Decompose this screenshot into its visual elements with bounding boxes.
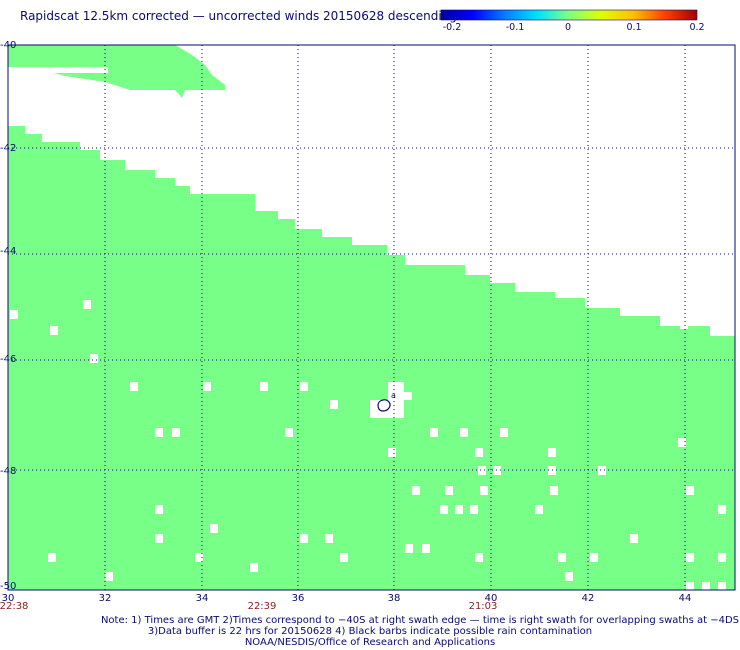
no-data-cell <box>550 486 558 495</box>
lon-label: 44 <box>679 593 692 604</box>
footnote-line: Note: 1) Times are GMT 2)Times correspon… <box>100 615 740 626</box>
footnote-line: 3)Data buffer is 22 hrs for 20150628 4) … <box>147 626 593 637</box>
no-data-cell <box>478 466 486 475</box>
map-title: Rapidscat 12.5km corrected — uncorrected… <box>20 9 457 23</box>
no-data-cell <box>203 382 211 391</box>
no-data-cell <box>130 382 138 391</box>
lon-label: 34 <box>196 593 209 604</box>
no-data-cell <box>250 563 258 572</box>
no-data-cell <box>686 486 694 495</box>
colorbar-tick-label: 0.2 <box>689 22 704 33</box>
no-data-cell <box>388 448 396 457</box>
no-data-cell <box>300 382 308 391</box>
wind-contour: a <box>377 391 396 412</box>
no-data-cell <box>630 534 638 543</box>
no-data-cell <box>340 553 348 562</box>
time-label: 22:39 <box>248 601 277 612</box>
colorbar-gradient <box>440 9 698 21</box>
no-data-cell <box>210 524 218 533</box>
time-label: 21:03 <box>469 601 498 612</box>
no-data-cell <box>548 448 556 457</box>
lon-label: 30 <box>2 593 15 604</box>
no-data-cell <box>155 428 163 437</box>
no-data-cell <box>48 553 56 562</box>
no-data-cell <box>475 448 483 457</box>
no-data-patch <box>370 382 412 418</box>
lat-label: -46 <box>0 354 16 365</box>
colorbar-tick-label: -0.1 <box>506 22 525 33</box>
lon-label: 40 <box>485 593 498 604</box>
no-data-cell <box>718 505 726 514</box>
no-data-cell <box>445 486 453 495</box>
no-data-cell <box>260 382 268 391</box>
no-data-cell <box>10 310 18 319</box>
no-data-cell <box>455 505 463 514</box>
no-data-cell <box>195 553 203 562</box>
lon-label: 32 <box>99 593 112 604</box>
lat-label: -44 <box>0 246 16 257</box>
no-data-cell <box>718 582 726 591</box>
no-data-cell <box>598 466 606 475</box>
no-data-cell <box>155 505 163 514</box>
lat-label: -42 <box>0 143 16 154</box>
no-data-cell <box>300 534 308 543</box>
lon-label: 38 <box>388 593 401 604</box>
swath-region <box>8 45 735 590</box>
no-data-cell <box>440 505 448 514</box>
no-data-cell <box>105 572 113 581</box>
colorbar-tick-label: 0 <box>565 22 571 33</box>
lat-label: -48 <box>0 466 16 477</box>
colorbar-tick-label: 0.1 <box>626 22 641 33</box>
no-data-cell <box>500 428 508 437</box>
lon-label: 42 <box>582 593 595 604</box>
no-data-cell <box>405 544 413 553</box>
footnote-line: NOAA/NESDIS/Office of Research and Appli… <box>244 637 496 648</box>
no-data-cell <box>172 428 180 437</box>
no-data-cell <box>155 534 163 543</box>
no-data-cell <box>330 400 338 409</box>
colorbar-tick-label: -0.2 <box>443 22 462 33</box>
no-data-cell <box>686 553 694 562</box>
no-data-lane <box>8 67 108 73</box>
contour-label: a <box>391 391 396 400</box>
wind-difference-map: a -40 -42 -44 -46 -48 -50 30 32 34 36 38… <box>0 40 736 612</box>
no-data-cell <box>480 486 488 495</box>
no-data-cell <box>422 544 430 553</box>
lat-lon-grid <box>8 45 735 590</box>
no-data-cell <box>83 300 91 309</box>
colorbar-gradient-bar <box>440 9 698 21</box>
footnotes: Note: 1) Times are GMT 2)Times correspon… <box>0 615 740 648</box>
no-data-cell <box>678 438 686 447</box>
no-data-cell <box>702 582 710 591</box>
no-data-cell <box>720 325 728 334</box>
no-data-cell <box>475 553 483 562</box>
time-label: 22:38 <box>0 601 28 612</box>
colorbar: -0.2 -0.1 0 0.1 0.2 <box>440 9 705 33</box>
no-data-cell <box>470 505 478 514</box>
no-data-cell <box>285 428 293 437</box>
no-data-cell <box>565 572 573 581</box>
no-data-cell <box>686 582 694 591</box>
no-data-cell <box>412 486 420 495</box>
no-data-cell <box>535 505 543 514</box>
lat-label: -50 <box>0 581 16 592</box>
lon-label: 36 <box>292 593 305 604</box>
no-data-cell <box>50 326 58 335</box>
no-data-cell <box>590 553 598 562</box>
no-data-cell <box>718 553 726 562</box>
lat-label: -40 <box>0 40 16 51</box>
no-data-cell <box>460 428 468 437</box>
no-data-cell <box>90 354 98 363</box>
map-frame <box>7 44 736 591</box>
no-data-cell <box>430 428 438 437</box>
no-data-cell <box>680 320 688 329</box>
no-data-cell <box>325 534 333 543</box>
no-data-cell <box>558 553 566 562</box>
